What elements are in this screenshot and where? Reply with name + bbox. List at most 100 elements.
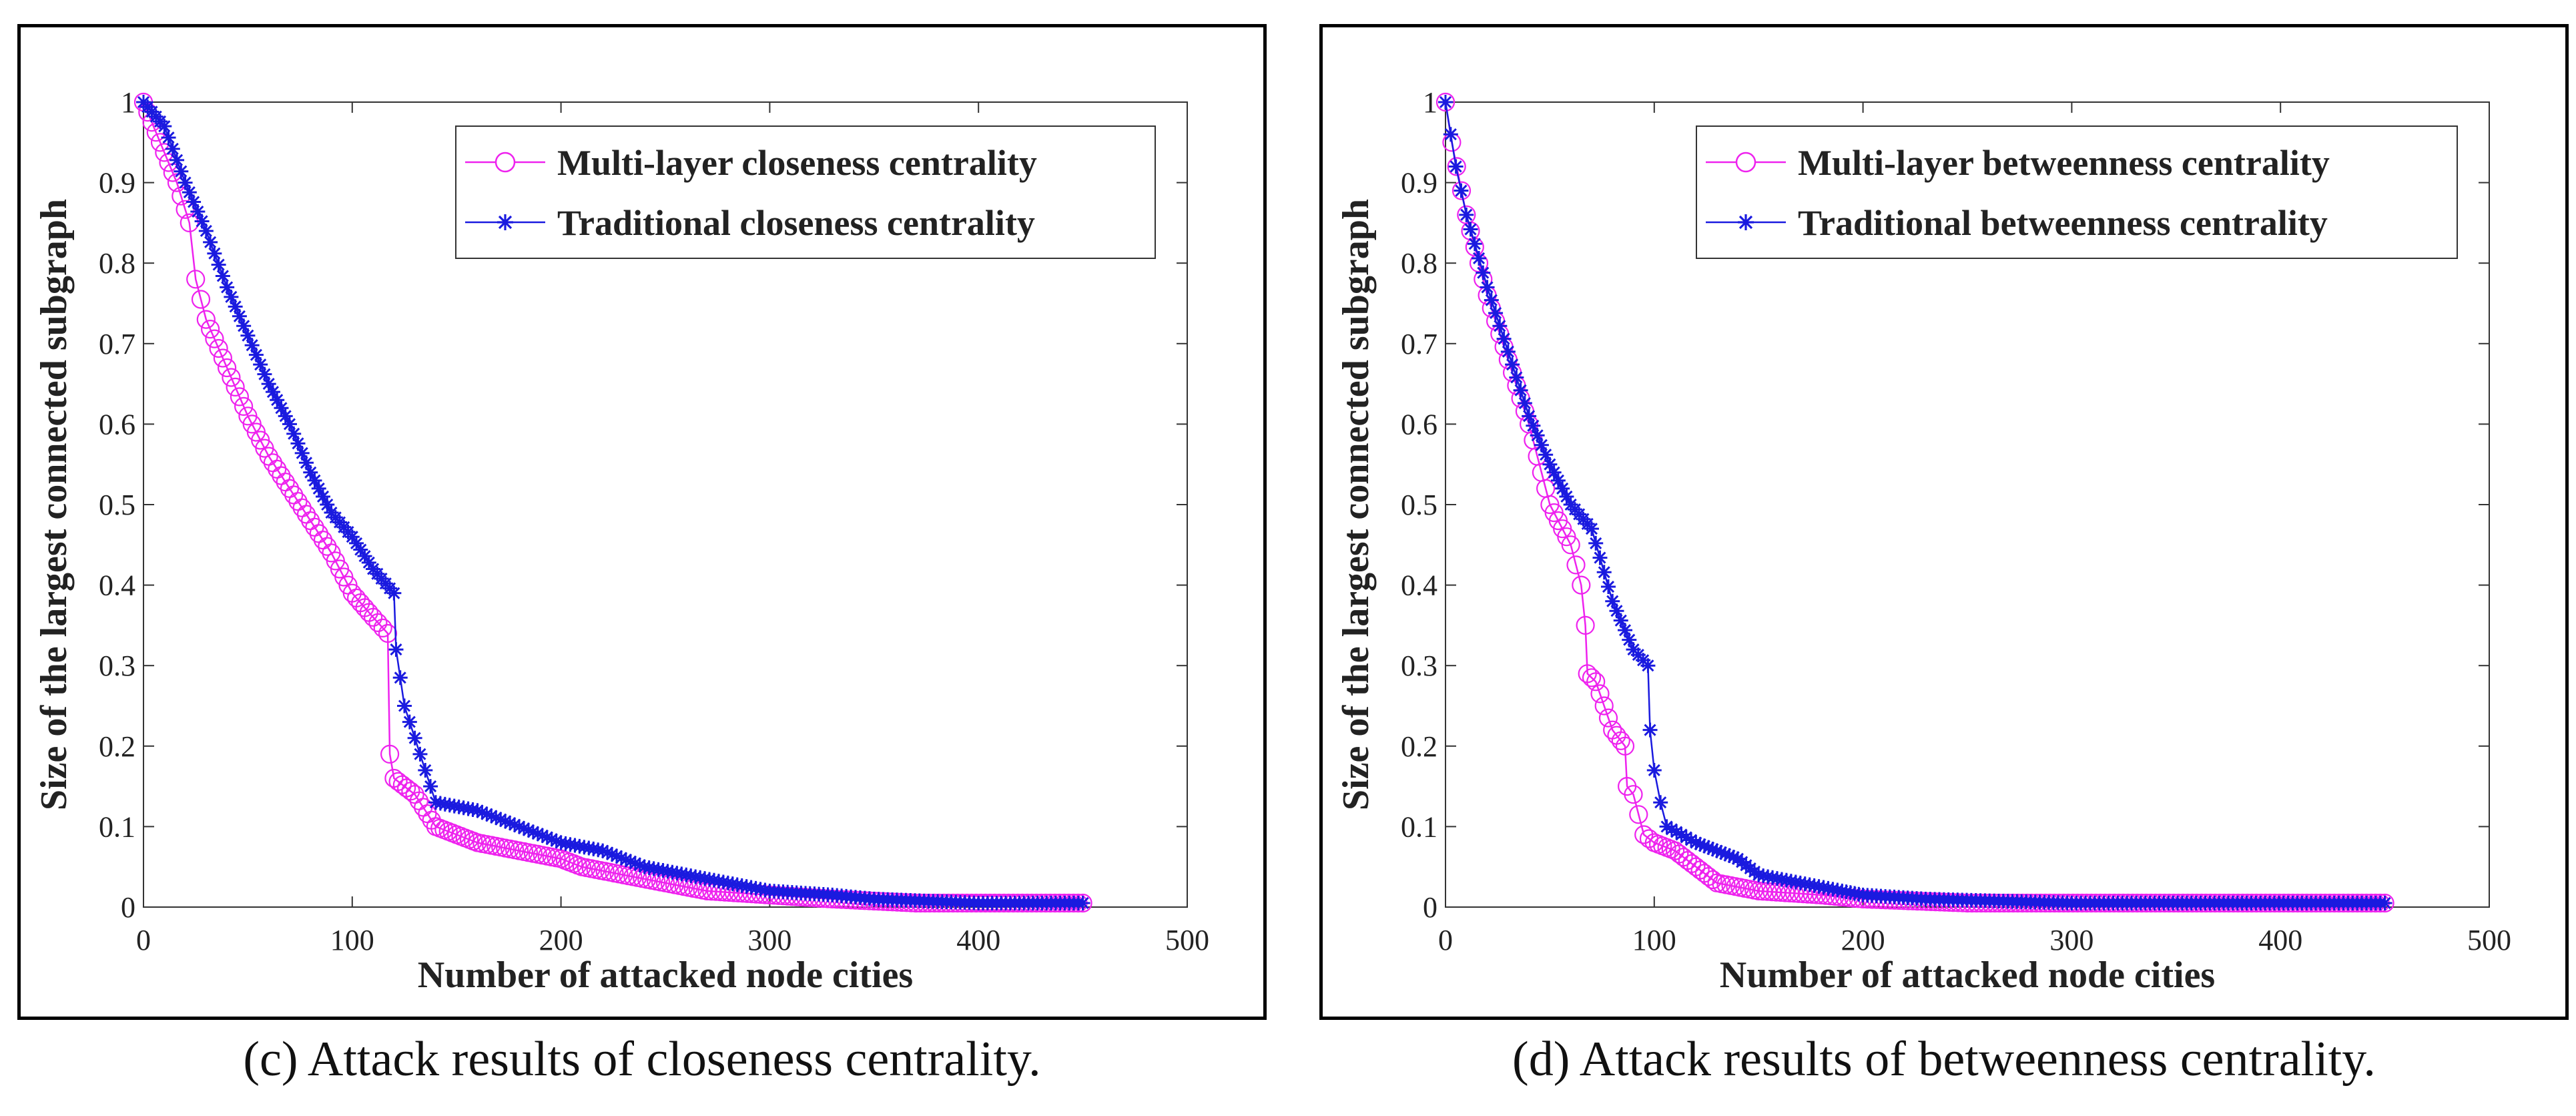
x-tick-label: 500 — [2467, 924, 2511, 956]
series-point — [232, 308, 247, 324]
series-point — [1448, 159, 1464, 174]
series-point — [244, 338, 260, 353]
series-point — [1596, 565, 1612, 580]
series-point — [1605, 593, 1620, 609]
series-point — [1688, 835, 1704, 850]
series-point — [600, 845, 615, 860]
series-point — [1555, 481, 1570, 496]
series-point — [1459, 207, 1474, 222]
series-point — [498, 814, 513, 829]
series-point — [1500, 344, 1516, 359]
series-point — [201, 320, 220, 339]
series-point — [1726, 850, 1741, 865]
chart-panel-closeness: 0 100 200 300 400 500 0 0.1 0.2 0.3 0.4 0.5 0.6 0.7 0.… — [17, 24, 1267, 1020]
series-point — [236, 318, 252, 334]
series-point — [1692, 836, 1708, 852]
series-point — [1678, 830, 1694, 845]
series-point — [470, 803, 485, 818]
y-tick-label: 0.9 — [99, 167, 135, 200]
series-point — [489, 810, 504, 825]
series-point — [196, 310, 216, 329]
series-point — [1611, 731, 1630, 750]
series-point — [161, 130, 176, 146]
series-point — [1592, 550, 1608, 565]
series-point — [516, 821, 531, 836]
series-point — [392, 670, 408, 685]
series-point — [1561, 535, 1580, 555]
series-point — [363, 607, 383, 627]
y-tick-label: 0 — [1423, 891, 1437, 924]
series-point — [632, 858, 647, 873]
series-point — [402, 714, 417, 730]
series-point — [1722, 848, 1737, 863]
y-tick-label: 0.3 — [1401, 649, 1437, 682]
series-point — [344, 529, 360, 545]
series-point — [613, 850, 629, 866]
series-point — [1572, 575, 1591, 595]
series-point — [1696, 838, 1712, 854]
series-point — [1703, 870, 1722, 890]
series-point — [198, 223, 214, 238]
series-point — [1576, 615, 1595, 635]
series-point — [1488, 305, 1504, 320]
series-point — [1452, 181, 1472, 200]
series-point — [1075, 895, 1090, 910]
legend-box — [1696, 125, 2458, 259]
series-point — [1472, 250, 1487, 266]
series-point — [270, 392, 285, 408]
series-point — [282, 416, 297, 432]
series-point — [1646, 762, 1662, 778]
series-point — [170, 152, 185, 168]
series-point — [286, 426, 302, 441]
series-point — [1713, 844, 1728, 860]
series-point — [507, 817, 523, 832]
series-point — [1505, 357, 1520, 372]
series-point — [1480, 280, 1495, 295]
legend-label: Traditional betweenness centrality — [1798, 203, 2328, 243]
series-point — [1513, 382, 1528, 398]
series-point — [1517, 396, 1532, 411]
series-point — [418, 762, 433, 778]
y-tick-label: 1 — [1423, 86, 1437, 119]
series-point — [368, 613, 388, 633]
series-point — [1559, 489, 1574, 504]
series-point — [294, 445, 310, 461]
closeness-chart: 0 100 200 300 400 500 0 0.1 0.2 0.3 0.4 0.5 0.6 0.7 0.… — [33, 86, 1209, 996]
series-point — [190, 204, 206, 220]
series-point — [234, 396, 254, 416]
series-point — [380, 744, 400, 764]
series-point — [278, 408, 293, 424]
series-point — [595, 843, 611, 858]
series-point — [627, 856, 643, 871]
series-point — [423, 779, 438, 794]
series-point — [290, 436, 306, 451]
series-point — [1598, 708, 1618, 728]
y-axis-label: Size of the largest connected subgraph — [1335, 199, 1377, 810]
series-point — [1526, 418, 1541, 433]
y-tick-label: 0.6 — [99, 408, 135, 441]
series-point — [1659, 819, 1674, 834]
series-point — [226, 377, 245, 397]
series-point — [412, 746, 428, 762]
y-tick-label: 0.8 — [1401, 247, 1437, 280]
series-point — [544, 832, 559, 847]
closeness-legend: Multi-layer closeness centrality Traditio… — [455, 125, 1156, 259]
series-point — [176, 200, 195, 219]
x-tick-label: 0 — [1438, 924, 1453, 956]
series-point — [539, 830, 555, 845]
series-point — [388, 642, 404, 657]
series-point — [1705, 842, 1720, 857]
series-point — [180, 213, 199, 232]
series-point — [2377, 895, 2392, 910]
legend-label: Multi-layer betweenness centrality — [1798, 143, 2330, 183]
series-point — [213, 348, 232, 368]
series-point — [157, 119, 172, 134]
series-point — [1588, 535, 1604, 551]
series-point — [1566, 555, 1586, 575]
x-tick-label: 200 — [1841, 924, 1885, 956]
series-point — [311, 481, 326, 496]
legend-box — [455, 125, 1156, 259]
x-tick-label: 400 — [2258, 924, 2302, 956]
series-point — [1538, 447, 1554, 463]
series-point — [1447, 157, 1466, 176]
